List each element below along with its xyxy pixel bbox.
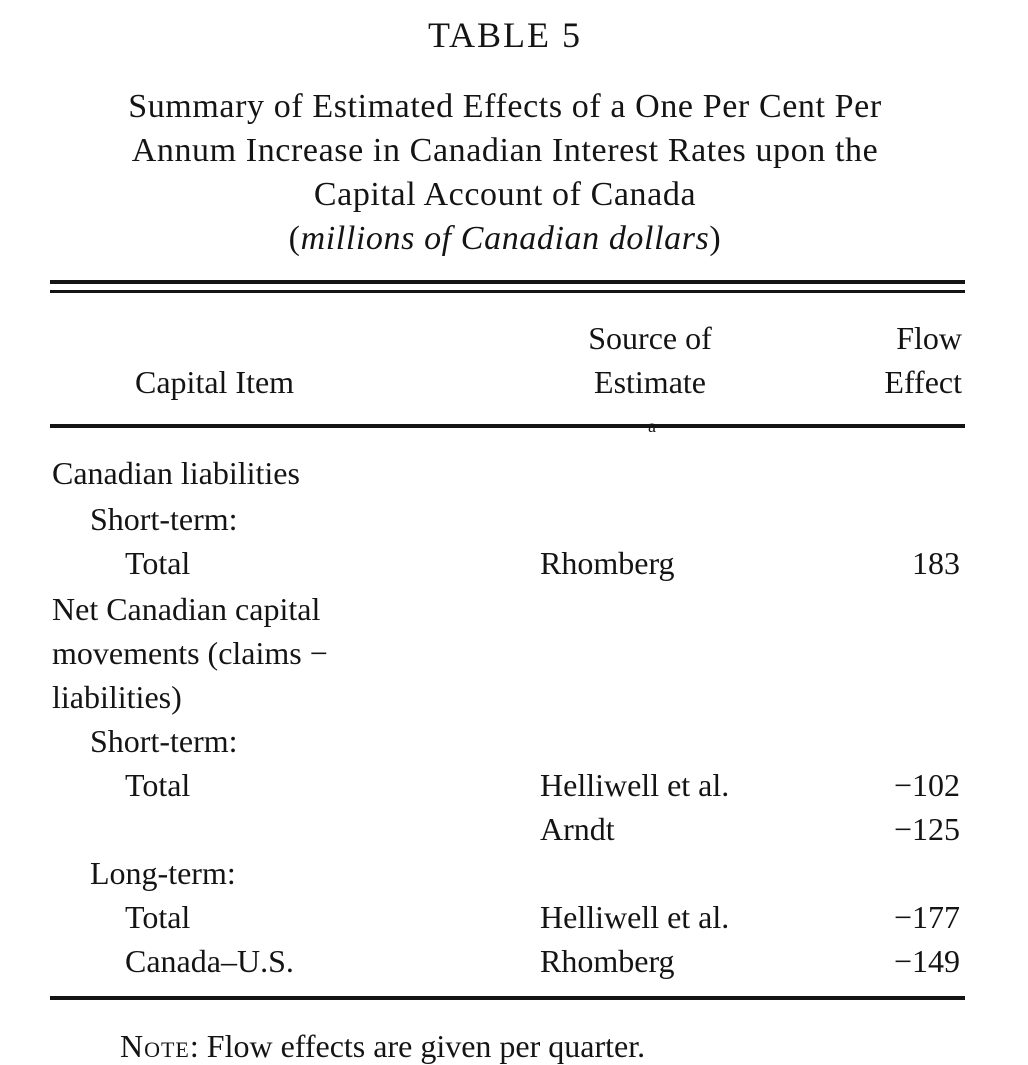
header-source-of-estimate: Source of Estimatea (570, 316, 730, 455)
table-row: Total Rhomberg 183 (0, 540, 1028, 586)
table-row: Total Helliwell et al. −177 (0, 894, 1028, 940)
row-capital-item: Short-term: (90, 501, 238, 537)
table-row: Short-term: (0, 718, 1028, 764)
bottom-rule (50, 996, 965, 1000)
table-units: (millions of Canadian dollars) (0, 220, 1010, 258)
table-note: Note: Flow effects are given per quarter… (120, 1028, 645, 1065)
header-capital-item: Capital Item (135, 364, 295, 400)
table-row: Canada–U.S. Rhomberg −149 (0, 938, 1028, 984)
units-open-paren: ( (288, 220, 301, 257)
row-capital-item: Net Canadian capital (52, 591, 321, 627)
table-row: Long-term: (0, 850, 1028, 896)
row-capital-item: Total (125, 899, 191, 935)
row-source: Arndt (540, 811, 615, 847)
table-row: Total Helliwell et al. −102 (0, 762, 1028, 808)
header-flow-line-2: Effect (884, 364, 962, 400)
row-capital-item: Short-term: (90, 723, 238, 759)
note-label: Note (120, 1028, 190, 1064)
row-capital-item: Canadian liabilities (52, 455, 300, 491)
table-title-line-2: Annum Increase in Canadian Interest Rate… (131, 132, 879, 169)
units-text: millions of Canadian dollars (300, 220, 710, 257)
table-row: Short-term: (0, 496, 1028, 542)
row-source: Rhomberg (540, 943, 675, 979)
header-flow-line-1: Flow (896, 320, 962, 356)
row-flow-effect: −149 (893, 943, 960, 979)
row-capital-item: movements (claims − (52, 635, 328, 671)
note-text: : Flow effects are given per quarter. (189, 1028, 646, 1064)
row-capital-item: Long-term: (90, 855, 236, 891)
row-flow-effect: −102 (893, 767, 960, 803)
row-source: Helliwell et al. (540, 899, 730, 935)
header-rule (50, 424, 965, 428)
row-source: Helliwell et al. (540, 767, 730, 803)
row-flow-effect: −125 (893, 811, 960, 847)
row-capital-item: Canada–U.S. (125, 943, 294, 979)
top-double-rule-lower (50, 290, 965, 293)
table-title-line-1: Summary of Estimated Effects of a One Pe… (128, 88, 882, 125)
table-title-line-3: Capital Account of Canada (313, 176, 697, 213)
row-source: Rhomberg (540, 545, 675, 581)
table-label: TABLE 5 (427, 15, 583, 55)
row-capital-item: Total (125, 545, 191, 581)
row-capital-item: liabilities) (52, 679, 182, 715)
row-flow-effect: −177 (893, 899, 960, 935)
table-row: Canadian liabilities (0, 450, 1028, 496)
header-source-line-2: Estimatea (570, 360, 730, 455)
table-row: Arndt −125 (0, 806, 1028, 852)
header-source-line-1: Source of (588, 320, 712, 356)
header-flow-effect: Flow Effect (850, 316, 962, 404)
row-capital-item: Total (125, 767, 191, 803)
row-flow-effect: 183 (912, 545, 960, 581)
table-row: movements (claims − (0, 630, 1028, 676)
units-close-paren: ) (709, 220, 722, 257)
table-row: Net Canadian capital (0, 586, 1028, 632)
table-row: liabilities) (0, 674, 1028, 720)
top-double-rule-upper (50, 280, 965, 284)
